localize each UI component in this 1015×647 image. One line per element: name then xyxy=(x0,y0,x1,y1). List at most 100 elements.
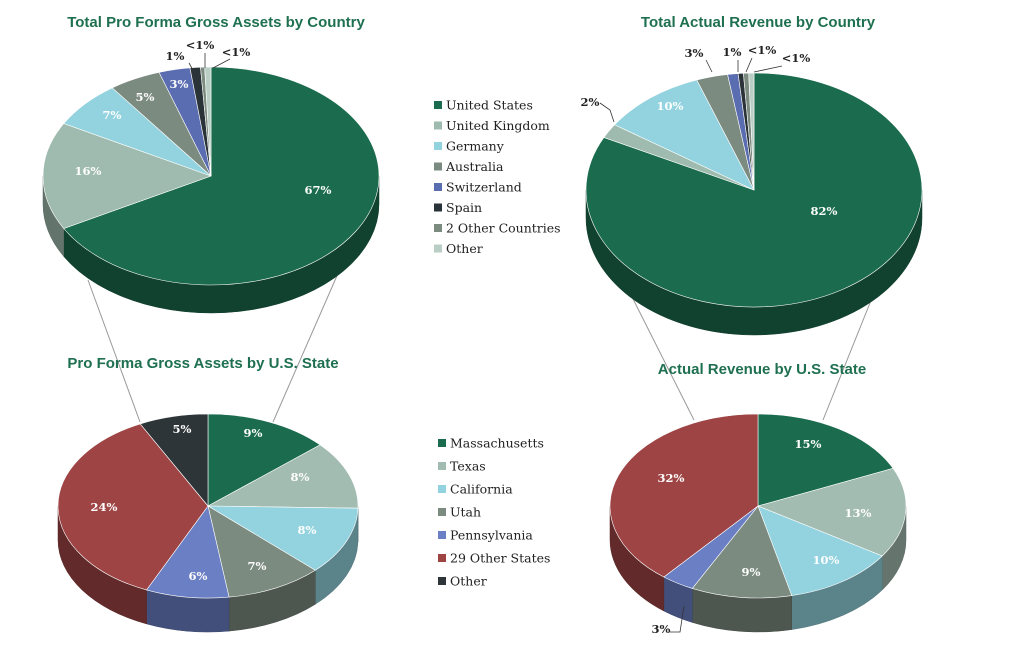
slice-texas xyxy=(757,468,907,557)
data-label-spain: <1% xyxy=(748,43,777,57)
legend-label-united-kingdom: United Kingdom xyxy=(446,118,550,133)
leader-line-other xyxy=(753,65,783,73)
pie-top xyxy=(609,413,907,599)
legend-label-united-states: United States xyxy=(446,98,533,113)
pie-top xyxy=(585,72,923,308)
legend-label-utah: Utah xyxy=(450,505,481,520)
legend-swatch-utah xyxy=(438,508,446,516)
title-assets-by-country: Total Pro Forma Gross Assets by Country xyxy=(67,14,365,31)
pie-revenue-by-country: 82% 2% 10% 3% 1% <1% <1% xyxy=(581,43,923,336)
data-label-united-states: 82% xyxy=(811,204,838,218)
data-label-spain: 1% xyxy=(166,49,185,63)
slice-united-states xyxy=(63,66,380,286)
legend-swatch-pennsylvania xyxy=(438,531,446,539)
data-label-other: <1% xyxy=(782,51,811,65)
data-label-texas: 8% xyxy=(291,470,310,484)
legend-label-pennsylvania: Pennsylvania xyxy=(450,528,533,543)
slice-massachusetts xyxy=(757,413,894,507)
data-label-united-states: 67% xyxy=(305,183,332,197)
slice-pennsylvania xyxy=(146,505,230,599)
legend-swatch-united-kingdom xyxy=(434,121,442,130)
slice-united-kingdom xyxy=(42,123,212,229)
legend-swatch-texas xyxy=(438,462,446,470)
connector-left-1 xyxy=(87,279,141,423)
legend-country: United States United Kingdom Germany Austra… xyxy=(434,98,561,256)
slice-29-other-states xyxy=(57,423,209,591)
leader-line-australia xyxy=(705,59,713,73)
pie-sides xyxy=(57,505,359,633)
legend-label-29-other-states: 29 Other States xyxy=(450,551,550,566)
data-label-united-kingdom: 2% xyxy=(581,95,600,109)
data-label-2-other-countries: <1% xyxy=(186,38,215,52)
title-revenue-by-country: Total Actual Revenue by Country xyxy=(641,14,876,31)
data-label-germany: 7% xyxy=(103,108,122,122)
legend-label-california: California xyxy=(450,482,513,497)
legend-label-other: Other xyxy=(450,574,487,589)
slice-29-other-states xyxy=(609,413,759,578)
data-label-other: 5% xyxy=(173,422,192,436)
leader-line-united-kingdom xyxy=(599,102,615,123)
legend-swatch-massachusetts xyxy=(438,439,446,447)
legend-label-switzerland: Switzerland xyxy=(446,180,522,195)
title-revenue-by-state: Actual Revenue by U.S. State xyxy=(658,361,866,378)
data-label-australia: 5% xyxy=(136,90,155,104)
legend-swatch-australia xyxy=(434,162,442,171)
pie-assets-by-country: 67%16%7%5%3%1%<1% <1% xyxy=(42,38,380,314)
connector-left-2 xyxy=(272,261,344,423)
legend-label-texas: Texas xyxy=(450,459,486,474)
leader-line-other xyxy=(212,58,231,69)
legend-swatch-united-states xyxy=(434,101,442,109)
legend-swatch-other xyxy=(438,577,446,585)
slice-other xyxy=(139,413,209,507)
pie-assets-by-state: 9% 8% 8% 7% 6% 24% 5% xyxy=(57,413,359,633)
connector-right-2 xyxy=(822,282,879,421)
legend-swatch-germany xyxy=(434,142,442,150)
legend-state: Massachusetts Texas California Utah Pennsylv… xyxy=(438,436,550,589)
data-label-29-other-states: 24% xyxy=(91,500,118,514)
legend-swatch-29-other-states xyxy=(438,554,446,562)
leader-line-spain xyxy=(188,62,195,73)
leader-line-spain xyxy=(745,57,753,73)
slice-texas xyxy=(206,444,359,509)
slice-utah xyxy=(691,505,793,599)
data-label-california: 10% xyxy=(813,553,840,567)
legend-swatch-california xyxy=(438,485,446,493)
legend-label-spain: Spain xyxy=(446,200,482,215)
data-label-texas: 13% xyxy=(845,506,872,520)
title-assets-by-state: Pro Forma Gross Assets by U.S. State xyxy=(67,355,338,372)
data-label-utah: 7% xyxy=(248,559,267,573)
slice-germany xyxy=(614,79,755,191)
legend-label-germany: Germany xyxy=(446,139,505,154)
legend-label-2-other-countries: 2 Other Countries xyxy=(446,221,561,236)
pie-top xyxy=(42,66,380,286)
data-label-massachusetts: 15% xyxy=(795,437,822,451)
data-label-pennsylvania: 3% xyxy=(652,622,671,636)
data-label-germany: 10% xyxy=(657,99,684,113)
data-label-pennsylvania: 6% xyxy=(189,569,208,583)
legend-swatch-other xyxy=(434,244,442,253)
connector-right-1 xyxy=(624,282,695,421)
data-label-massachusetts: 9% xyxy=(244,426,263,440)
data-label-utah: 9% xyxy=(742,565,761,579)
legend-label-australia: Australia xyxy=(445,159,504,174)
legend-label-massachusetts: Massachusetts xyxy=(450,436,544,451)
legend-swatch-spain xyxy=(434,203,442,212)
legend-swatch-2-other-countries xyxy=(434,224,442,232)
data-label-united-kingdom: 16% xyxy=(75,164,102,178)
data-label-other: <1% xyxy=(222,45,251,59)
slice-massachusetts xyxy=(207,413,321,507)
data-label-switzerland: 1% xyxy=(723,45,742,59)
pie-top xyxy=(57,413,359,599)
data-label-switzerland: 3% xyxy=(170,77,189,91)
legend-label-other: Other xyxy=(446,241,483,256)
slice-utah xyxy=(207,505,316,598)
data-label-california: 8% xyxy=(298,523,317,537)
leader-line-pennsylvania xyxy=(670,605,685,633)
pie-revenue-by-state: 15% 13% 10% 9% 3% 32% xyxy=(609,413,907,636)
slice-california xyxy=(757,505,883,596)
pie-sides xyxy=(609,505,907,633)
drilldown-connectors xyxy=(87,261,879,423)
slice-california xyxy=(206,505,359,571)
data-label-29-other-states: 32% xyxy=(658,471,685,485)
legend-swatch-switzerland xyxy=(434,183,442,191)
